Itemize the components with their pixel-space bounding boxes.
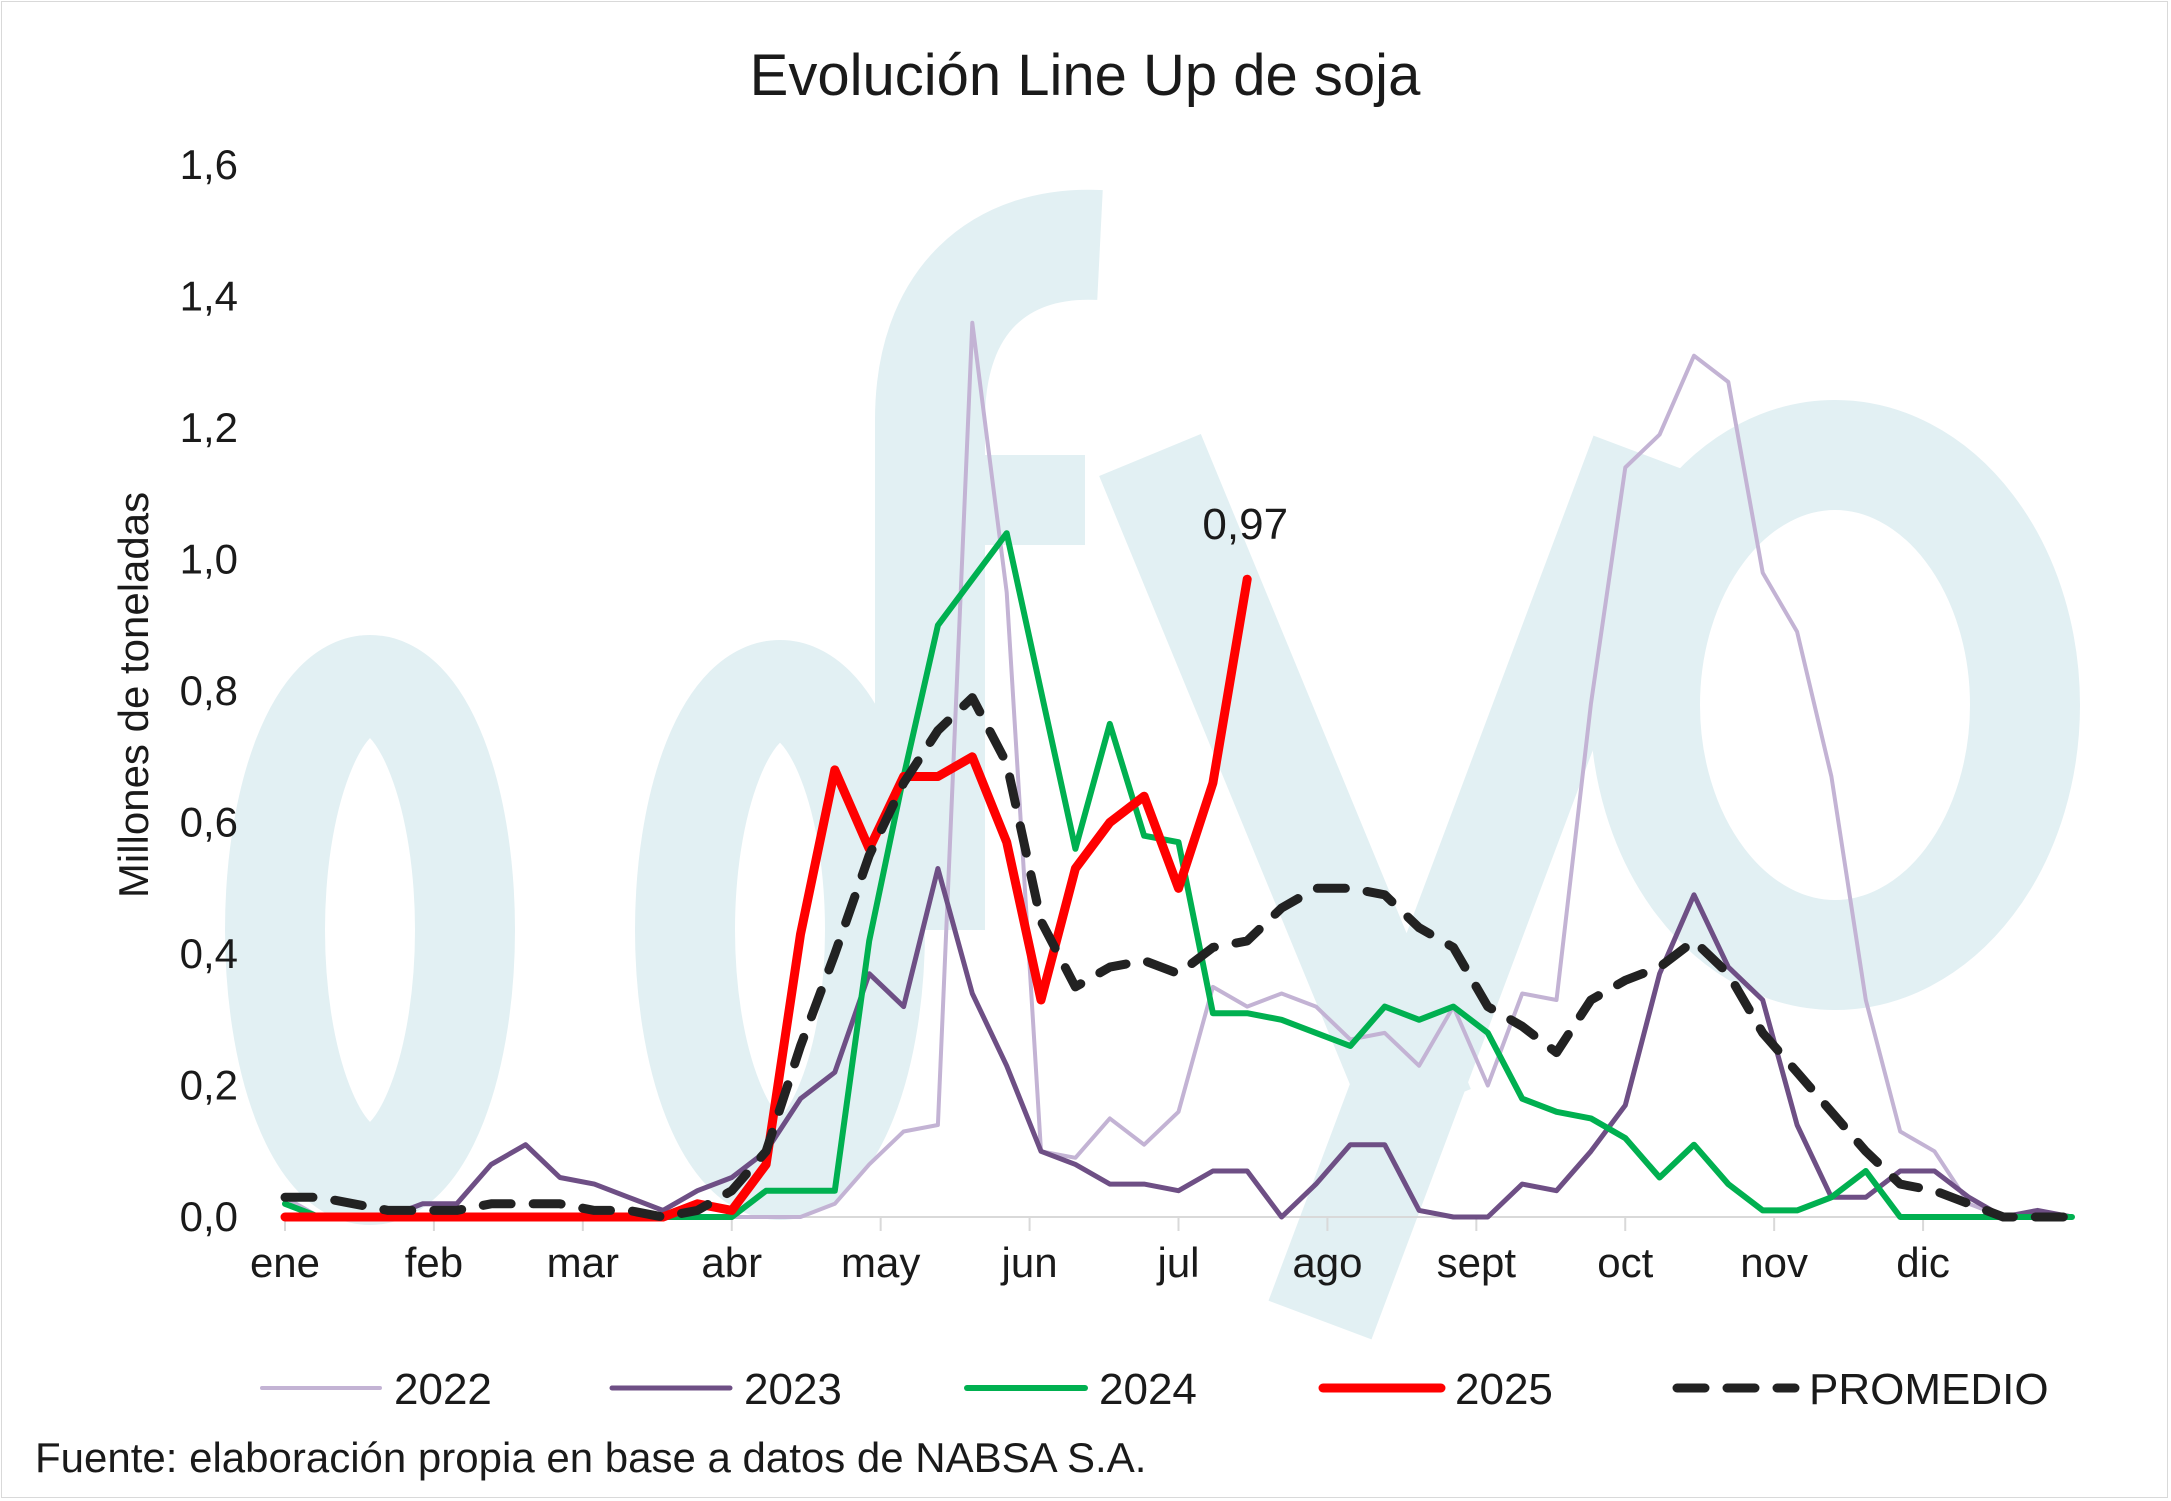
legend-item-2024: 2024 bbox=[964, 1365, 1197, 1414]
x-tick-label: oct bbox=[1597, 1239, 1653, 1286]
series-line-2025 bbox=[280, 574, 1252, 1222]
x-tick-label: abr bbox=[701, 1239, 762, 1286]
x-tick-label: dic bbox=[1896, 1239, 1950, 1286]
x-tick-label: may bbox=[841, 1239, 920, 1286]
legend-item-promedio: PROMEDIO bbox=[1672, 1365, 2049, 1414]
watermark-letter-o-left bbox=[225, 635, 515, 1225]
legend-item-2023: 2023 bbox=[609, 1365, 842, 1414]
y-axis-label: Millones de toneladas bbox=[110, 492, 157, 898]
y-tick-label: 1,0 bbox=[180, 536, 238, 583]
x-tick-label: jul bbox=[1155, 1239, 1199, 1286]
y-tick-label: 0,4 bbox=[180, 930, 238, 977]
x-tick-label: ene bbox=[250, 1239, 320, 1286]
y-tick-label: 1,2 bbox=[180, 404, 238, 451]
watermark-letter-o-mid bbox=[635, 640, 925, 1220]
legend-label: 2025 bbox=[1455, 1365, 1553, 1414]
series-line-promedio bbox=[280, 693, 2077, 1222]
annotation-layer: 0,97 bbox=[1202, 500, 1288, 549]
x-tick-label: jun bbox=[1000, 1239, 1058, 1286]
chart-title: Evolución Line Up de soja bbox=[750, 43, 1421, 108]
watermark-letter-f bbox=[875, 189, 1103, 930]
y-tick-label: 1,4 bbox=[180, 273, 238, 320]
watermark-letter-y bbox=[1099, 434, 1697, 1340]
y-axis-ticks: 0,0 0,2 0,4 0,6 0,8 1,0 1,2 1,4 1,6 bbox=[180, 141, 238, 1240]
x-tick-label: mar bbox=[547, 1239, 619, 1286]
y-tick-label: 0,2 bbox=[180, 1062, 238, 1109]
legend-label: PROMEDIO bbox=[1809, 1365, 2049, 1414]
legend-item-2022: 2022 bbox=[260, 1365, 492, 1414]
series-lines bbox=[280, 320, 2077, 1222]
x-tick-label: ago bbox=[1292, 1239, 1362, 1286]
legend: 2022 2023 2024 2025 PROMEDIO bbox=[260, 1365, 2049, 1414]
legend-item-2025: 2025 bbox=[1318, 1365, 1553, 1414]
y-tick-label: 1,6 bbox=[180, 141, 238, 188]
y-tick-label: 0,6 bbox=[180, 799, 238, 846]
x-tick-label: sept bbox=[1437, 1239, 1517, 1286]
y-tick-label: 0,0 bbox=[180, 1193, 238, 1240]
source-note: Fuente: elaboración propia en base a dat… bbox=[35, 1434, 1146, 1481]
legend-label: 2023 bbox=[744, 1365, 842, 1414]
last-value-annotation: 0,97 bbox=[1202, 500, 1288, 549]
x-axis: ene feb mar abr may jun jul ago sept oct nov dic bbox=[250, 1216, 2072, 1286]
legend-label: 2022 bbox=[394, 1365, 492, 1414]
y-tick-label: 0,8 bbox=[180, 667, 238, 714]
legend-label: 2024 bbox=[1099, 1365, 1197, 1414]
x-tick-label: feb bbox=[405, 1239, 463, 1286]
x-tick-label: nov bbox=[1740, 1239, 1808, 1286]
watermark-letter-o-right bbox=[1590, 400, 2080, 1010]
